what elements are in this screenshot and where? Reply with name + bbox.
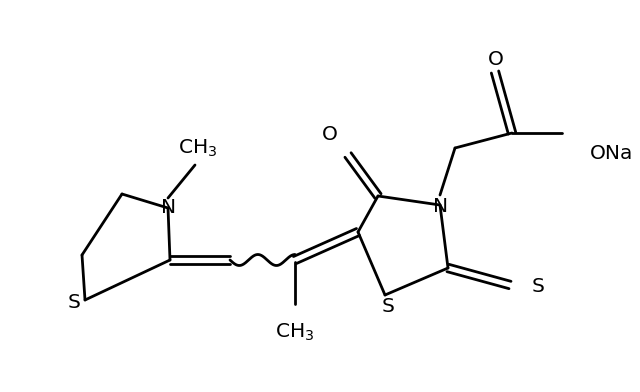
Text: S: S — [68, 294, 81, 312]
Text: CH$_3$: CH$_3$ — [179, 137, 218, 159]
Text: ONa: ONa — [590, 143, 634, 163]
Text: S: S — [532, 278, 545, 296]
Text: CH$_3$: CH$_3$ — [275, 321, 315, 343]
Text: N: N — [433, 196, 449, 216]
Text: O: O — [488, 49, 504, 69]
Text: N: N — [161, 198, 177, 216]
Text: S: S — [381, 298, 394, 316]
Text: O: O — [322, 125, 338, 143]
